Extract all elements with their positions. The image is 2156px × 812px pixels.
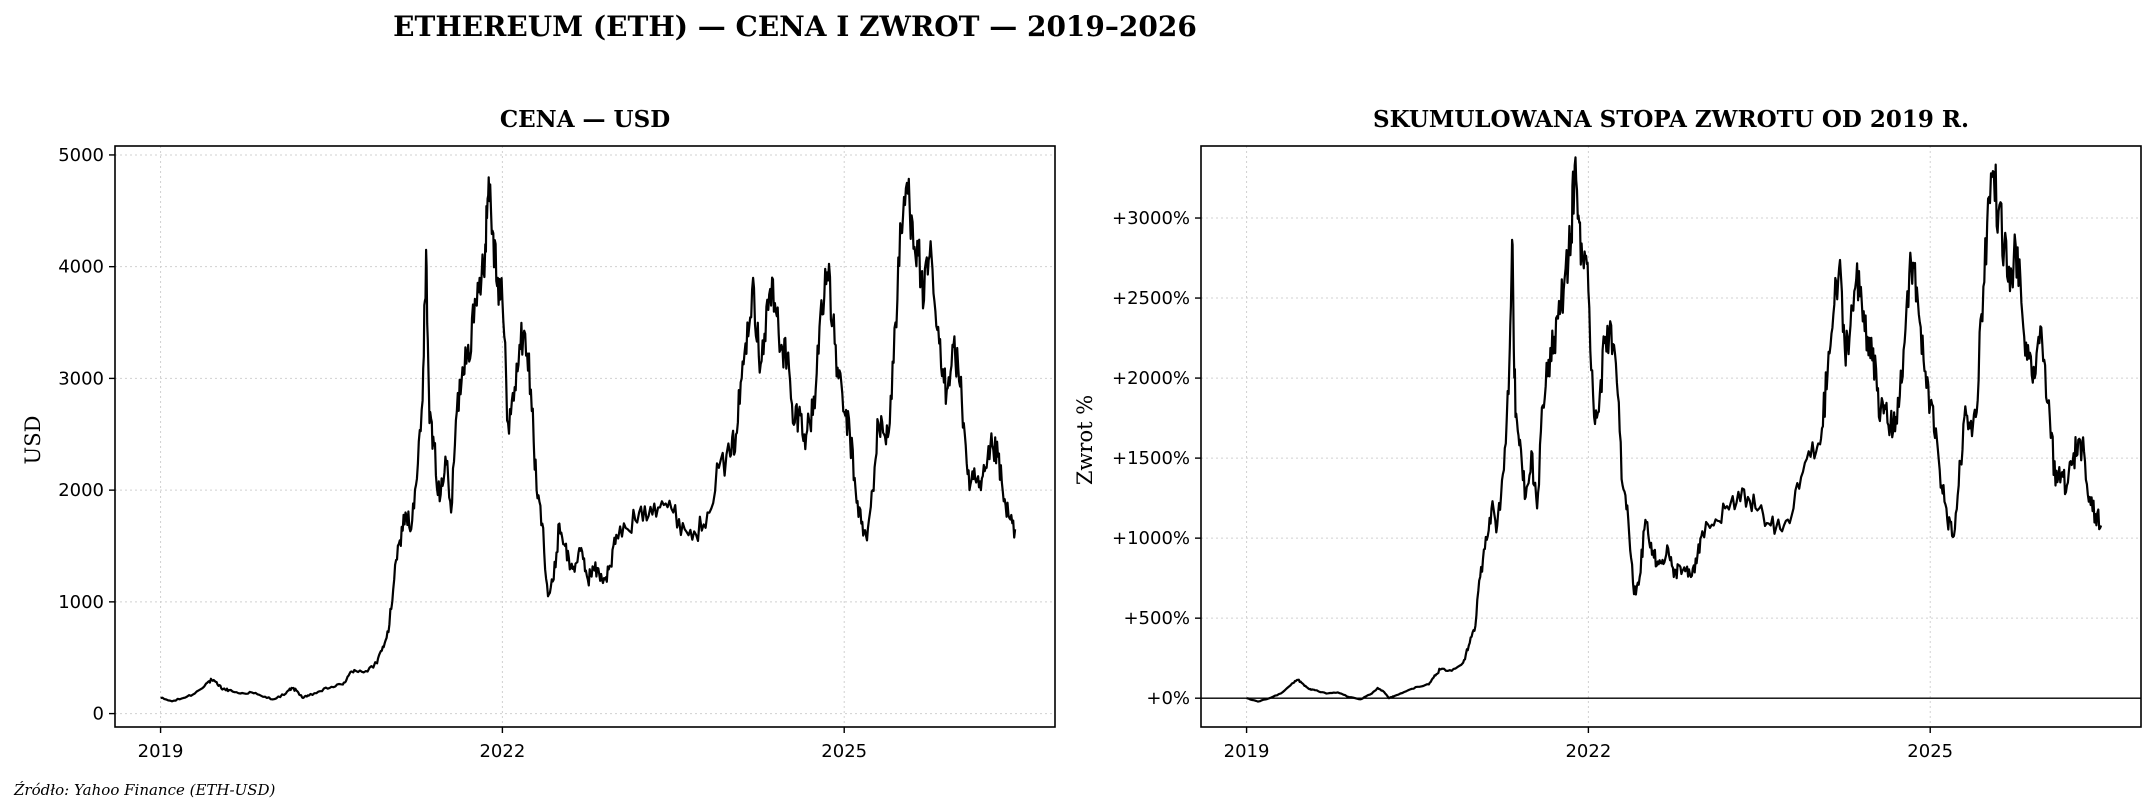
price-xtick-label: 2019 (138, 741, 184, 762)
price-xtick-label: 2022 (479, 741, 525, 762)
price-panel: CENA — USD USD 0 1000 2000 3000 4000 5000 2019… (21, 106, 1056, 762)
return-panel-title: SKUMULOWANA STOPA ZWROTU OD 2019 R. (1373, 106, 1969, 133)
price-series-group (160, 176, 1017, 703)
price-axis-ticks: 0 1000 2000 3000 4000 5000 2019 2022 2025 (58, 145, 867, 762)
return-series-line (1246, 156, 2103, 703)
return-xtick-label: 2025 (1907, 741, 1953, 762)
return-plot-frame (1200, 145, 2142, 728)
price-y-axis-label: USD (21, 416, 45, 465)
return-ytick-label: +1500% (1112, 448, 1190, 469)
price-series-line (160, 176, 1017, 703)
price-ytick-label: 2000 (58, 480, 104, 501)
return-axis-ticks: +0% +500% +1000% +1500% +2000% +2500% +3000% 20… (1112, 208, 1953, 762)
return-ytick-label: +0% (1146, 688, 1190, 709)
return-ytick-label: +500% (1123, 608, 1190, 629)
figure-title: ETHEREUM (ETH) — CENA I ZWROT — 2019–202… (393, 10, 1197, 43)
source-note: Źródło: Yahoo Finance (ETH-USD) (13, 781, 276, 799)
price-ytick-label: 4000 (58, 257, 104, 278)
return-xtick-label: 2019 (1224, 741, 1270, 762)
return-ytick-label: +3000% (1112, 208, 1190, 229)
price-ytick-label: 1000 (58, 592, 104, 613)
price-panel-title: CENA — USD (500, 106, 670, 133)
price-gridlines (115, 146, 1055, 727)
return-ytick-label: +2000% (1112, 368, 1190, 389)
price-xtick-label: 2025 (821, 741, 867, 762)
price-ytick-label: 0 (93, 704, 104, 725)
return-xtick-label: 2022 (1565, 741, 1611, 762)
return-ytick-label: +1000% (1112, 528, 1190, 549)
return-panel: SKUMULOWANA STOPA ZWROTU OD 2019 R. Zwro… (1073, 106, 2142, 762)
return-y-axis-label: Zwrot % (1073, 395, 1097, 485)
price-ytick-label: 5000 (58, 145, 104, 166)
return-ytick-label: +2500% (1112, 288, 1190, 309)
return-gridlines (1201, 146, 2141, 727)
return-series-group (1201, 156, 2141, 703)
price-plot-frame (114, 145, 1056, 728)
price-ytick-label: 3000 (58, 368, 104, 389)
